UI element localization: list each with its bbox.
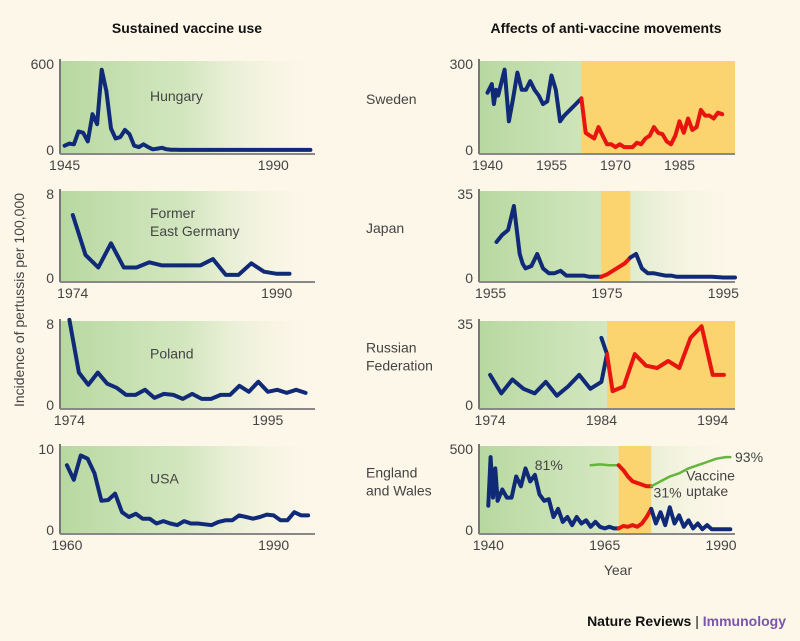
- annotation: Vaccine: [686, 468, 735, 484]
- series-vaccine-uptake-after: [649, 455, 732, 488]
- x-tick-label: 1990: [258, 157, 289, 173]
- panel-background: [60, 446, 315, 533]
- series-incidence: [70, 213, 292, 277]
- panel-label: Russian: [366, 340, 417, 356]
- x-tick-label: 1965: [589, 537, 620, 553]
- panel-background: [60, 321, 315, 408]
- x-tick-label: 1984: [586, 412, 617, 428]
- panel-label: Hungary: [150, 88, 203, 104]
- x-tick-label: 1955: [536, 157, 567, 173]
- annotation: 31%: [654, 485, 682, 501]
- y-tick-label: 8: [46, 316, 54, 332]
- panel-label: and Wales: [366, 483, 432, 499]
- y-tick-label: 10: [38, 441, 54, 457]
- y-tick-label: 600: [31, 56, 55, 72]
- series-before: [488, 352, 609, 398]
- annotation: 93%: [735, 449, 763, 465]
- y-tick-label: 0: [465, 142, 473, 158]
- x-tick-label: 1995: [252, 412, 283, 428]
- x-tick-label: 1974: [57, 285, 88, 301]
- y-tick-label: 35: [457, 316, 473, 332]
- footer-section: Immunology: [702, 613, 786, 629]
- y-tick-label: 0: [465, 397, 473, 413]
- panel-england-and-wales: 0 500 1940 1965 1990 England and Wales 81% 31% 93…: [366, 441, 763, 553]
- y-tick-label: 300: [450, 56, 474, 72]
- y-tick-label: 0: [46, 142, 54, 158]
- x-tick-label: 1974: [475, 412, 506, 428]
- panel-japan: 0 35 1955 1975 1995 Japan: [366, 186, 739, 301]
- panel-background: [479, 446, 735, 533]
- panel-label: Japan: [366, 220, 404, 236]
- x-tick-label: 1955: [475, 285, 506, 301]
- anti-vaccine-period: [601, 191, 631, 281]
- footer-separator: |: [695, 613, 699, 629]
- x-tick-label: 1940: [472, 157, 503, 173]
- panel-former-east-germany: 0 8 1974 1990 Former East Germany: [46, 186, 315, 301]
- series-before: [494, 204, 604, 279]
- panel-sweden: 0 300 1940 1955 1970 1985 Sweden: [366, 56, 735, 173]
- series-before: [485, 67, 584, 124]
- x-tick-label: 1940: [473, 537, 504, 553]
- series-incidence-before: [486, 455, 621, 531]
- series-incidence: [64, 453, 311, 528]
- footer-credit: Nature Reviews | Immunology: [587, 613, 786, 629]
- y-tick-label: 0: [46, 270, 54, 286]
- series-incidence-after: [649, 505, 733, 532]
- series-incidence: [62, 67, 313, 152]
- x-tick-label: 1975: [591, 285, 622, 301]
- series-peak: [599, 335, 609, 357]
- panel-label: England: [366, 465, 417, 481]
- x-tick-label: 1994: [697, 412, 728, 428]
- series-vaccine-uptake-during: [616, 463, 654, 489]
- series-incidence-during: [616, 506, 654, 531]
- x-tick-label: 1945: [49, 157, 80, 173]
- annotation: uptake: [686, 483, 728, 499]
- x-tick-label: 1995: [708, 285, 739, 301]
- series-during: [599, 255, 633, 279]
- x-tick-label: 1970: [600, 157, 631, 173]
- panel-label: Federation: [366, 358, 433, 374]
- anti-vaccine-period: [581, 61, 735, 153]
- panel-poland: 0 8 1974 1995 Poland: [46, 316, 315, 428]
- panel-label: USA: [150, 471, 179, 487]
- footer-journal: Nature Reviews: [587, 613, 692, 629]
- x-tick-label: 1960: [51, 537, 82, 553]
- panel-hungary: 0 600 1945 1990 Hungary: [31, 56, 315, 173]
- x-tick-label: 1974: [54, 412, 85, 428]
- series-during: [579, 96, 725, 150]
- y-tick-label: 0: [46, 522, 54, 538]
- series-vaccine-uptake-before: [589, 463, 620, 467]
- series-during: [605, 324, 726, 394]
- series-after: [628, 252, 737, 280]
- column-title-left: Sustained vaccine use: [112, 20, 262, 36]
- y-tick-label: 8: [46, 186, 54, 202]
- panel-label: Former: [150, 205, 195, 221]
- y-tick-label: 0: [465, 270, 473, 286]
- x-axis-label-right: Year: [604, 562, 633, 578]
- y-axis-label: Incidence of pertussis per 100,000: [11, 193, 27, 407]
- panel-label: East Germany: [150, 223, 239, 239]
- x-tick-label: 1990: [258, 537, 289, 553]
- y-tick-label: 35: [457, 186, 473, 202]
- x-tick-label: 1990: [705, 537, 736, 553]
- panel-label: Sweden: [366, 91, 417, 107]
- annotation: 81%: [535, 457, 563, 473]
- y-tick-label: 500: [450, 441, 474, 457]
- panel-label: Poland: [150, 346, 194, 362]
- y-tick-label: 0: [465, 522, 473, 538]
- panel-russian-federation: 0 35 1974 1984 1994 Russian Federation: [366, 316, 735, 428]
- y-tick-label: 0: [46, 397, 54, 413]
- x-tick-label: 1985: [664, 157, 695, 173]
- panel-usa: 0 10 1960 1990 USA: [38, 441, 315, 553]
- x-tick-label: 1990: [261, 285, 292, 301]
- series-incidence: [67, 317, 308, 401]
- column-title-right: Affects of anti-vaccine movements: [490, 20, 721, 36]
